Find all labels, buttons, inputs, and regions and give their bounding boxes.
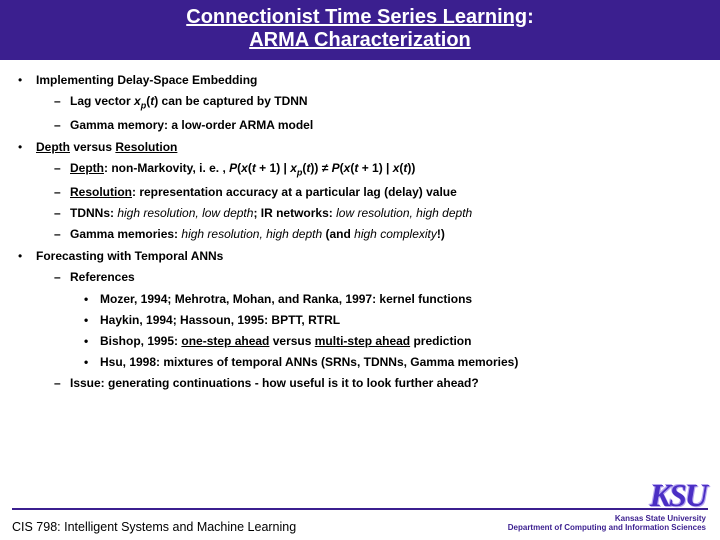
dash-marker: – [54, 93, 70, 112]
t: : representation accuracy at a particula… [132, 185, 457, 199]
bullet-3-1-4-text: Hsu, 1998: mixtures of temporal ANNs (SR… [100, 354, 518, 370]
t: Gamma memories: [70, 227, 181, 241]
bullet-1-1-text: Lag vector xp(t) can be captured by TDNN [70, 93, 308, 112]
t: high resolution, low depth [117, 206, 253, 220]
t: Depth [70, 161, 104, 175]
dash-marker: – [54, 269, 70, 285]
t: P [328, 161, 339, 175]
bullet-1-1: – Lag vector xp(t) can be captured by TD… [54, 93, 702, 112]
slide-content: • Implementing Delay-Space Embedding – L… [0, 60, 720, 392]
t: x [290, 161, 297, 175]
bullet-3-2: – Issue: generating continuations - how … [54, 375, 702, 391]
t: high complexity [354, 227, 437, 241]
t: low resolution, high depth [336, 206, 472, 220]
bullet-2-3-text: TDNNs: high resolution, low depth; IR ne… [70, 205, 472, 221]
bullet-3-1-4: • Hsu, 1998: mixtures of temporal ANNs (… [84, 354, 702, 370]
bullet-1-text: Implementing Delay-Space Embedding [36, 72, 257, 88]
t: P [229, 161, 237, 175]
t: TDNNs: [70, 206, 117, 220]
title-bar: Connectionist Time Series Learning: ARMA… [0, 0, 720, 60]
t: versus [269, 334, 314, 348]
bullet-3-1-3: • Bishop, 1995: one-step ahead versus mu… [84, 333, 702, 349]
bullet-3: • Forecasting with Temporal ANNs [18, 248, 702, 264]
bullet-2-4-text: Gamma memories: high resolution, high de… [70, 226, 445, 242]
t: ; IR networks: [253, 206, 336, 220]
bullet-3-1: – References [54, 269, 702, 285]
bullet-1-2-text: Gamma memory: a low-order ARMA model [70, 117, 313, 133]
dash-marker: – [54, 375, 70, 391]
bullet-3-1-2: • Haykin, 1994; Hassoun, 1995: BPTT, RTR… [84, 312, 702, 328]
dash-marker: – [54, 184, 70, 200]
dot-marker: • [84, 312, 100, 328]
dash-marker: – [54, 160, 70, 179]
title-colon: : [527, 6, 534, 28]
t: multi-step ahead [315, 334, 410, 348]
title-line-2: ARMA Characterization [10, 29, 710, 52]
t: + 1) | [256, 161, 290, 175]
bullet-2-1: – Depth: non-Markovity, i. e. , P(x(t + … [54, 160, 702, 179]
dot-marker: • [84, 291, 100, 307]
bullet-2-1-text: Depth: non-Markovity, i. e. , P(x(t + 1)… [70, 160, 415, 179]
bullet-3-1-1-text: Mozer, 1994; Mehrotra, Mohan, and Ranka,… [100, 291, 472, 307]
bullet-2-3: – TDNNs: high resolution, low depth; IR … [54, 205, 702, 221]
footer-right: Kansas State University Department of Co… [508, 514, 708, 532]
t: Resolution [115, 140, 177, 154]
dash-marker: – [54, 205, 70, 221]
t: Resolution [70, 185, 132, 199]
dash-marker: – [54, 117, 70, 133]
bullet-2-2: – Resolution: representation accuracy at… [54, 184, 702, 200]
t: Bishop, 1995: [100, 334, 181, 348]
t: !) [437, 227, 445, 241]
t: ) can be captured by TDNN [154, 94, 307, 108]
t: Lag vector [70, 94, 134, 108]
t: )) [310, 161, 321, 175]
t: : non-Markovity, i. e. , [104, 161, 229, 175]
bullet-3-1-1: • Mozer, 1994; Mehrotra, Mohan, and Rank… [84, 291, 702, 307]
bullet-2-2-text: Resolution: representation accuracy at a… [70, 184, 457, 200]
footer-left: CIS 798: Intelligent Systems and Machine… [12, 514, 296, 534]
bullet-marker: • [18, 139, 36, 155]
bullet-3-1-2-text: Haykin, 1994; Hassoun, 1995: BPTT, RTRL [100, 312, 340, 328]
bullet-marker: • [18, 72, 36, 88]
t: high resolution, high depth [181, 227, 322, 241]
t: Depth [36, 140, 70, 154]
bullet-3-2-text: Issue: generating continuations - how us… [70, 375, 479, 391]
bullet-3-text: Forecasting with Temporal ANNs [36, 248, 223, 264]
t: prediction [410, 334, 471, 348]
bullet-3-1-3-text: Bishop, 1995: one-step ahead versus mult… [100, 333, 471, 349]
bullet-1: • Implementing Delay-Space Embedding [18, 72, 702, 88]
dot-marker: • [84, 333, 100, 349]
bullet-1-2: – Gamma memory: a low-order ARMA model [54, 117, 702, 133]
t: one-step ahead [181, 334, 269, 348]
dot-marker: • [84, 354, 100, 370]
title-line-1: Connectionist Time Series Learning: [10, 6, 710, 29]
bullet-marker: • [18, 248, 36, 264]
footer: CIS 798: Intelligent Systems and Machine… [12, 508, 708, 534]
t: x [241, 161, 248, 175]
t: )) [407, 161, 415, 175]
footer-right-1: Kansas State University [508, 514, 706, 523]
footer-right-2: Department of Computing and Information … [508, 523, 706, 532]
t: (and [322, 227, 354, 241]
t: x [134, 94, 141, 108]
title-text-1: Connectionist Time Series Learning [186, 6, 527, 28]
t: + 1) | [358, 161, 392, 175]
dash-marker: – [54, 226, 70, 242]
bullet-3-1-text: References [70, 269, 135, 285]
t: versus [70, 140, 115, 154]
bullet-2: • Depth versus Resolution [18, 139, 702, 155]
bullet-2-text: Depth versus Resolution [36, 139, 177, 155]
bullet-2-4: – Gamma memories: high resolution, high … [54, 226, 702, 242]
